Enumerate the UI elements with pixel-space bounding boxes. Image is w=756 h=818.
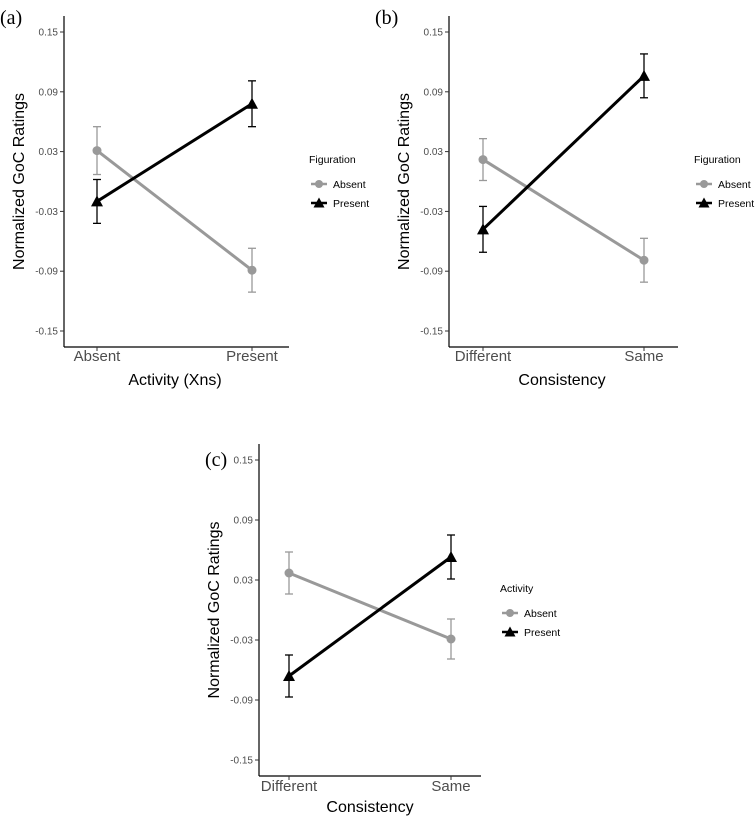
chart-panel-b: (b) 0.15 0.09 0.03 -0.03 -0.09 -0.15 Different S… — [375, 7, 754, 389]
legend-title: Figuration — [309, 154, 356, 166]
y-tick-label: -0.15 — [420, 327, 443, 338]
series-line — [288, 555, 452, 678]
y-tick-label: 0.15 — [39, 28, 59, 39]
y-tick-label: 0.09 — [234, 516, 254, 527]
x-tick-label: Absent — [74, 348, 122, 365]
series-present — [283, 534, 457, 698]
panel-label: (a) — [0, 7, 22, 29]
y-tick-label: 0.15 — [234, 456, 254, 467]
series-absent — [284, 551, 456, 660]
data-point — [478, 155, 488, 165]
y-tick-label: 0.09 — [39, 87, 59, 98]
legend-item-label: Absent — [718, 179, 751, 191]
y-tick-label: -0.15 — [35, 327, 58, 338]
legend-key-marker — [698, 197, 710, 208]
data-point — [284, 568, 294, 578]
x-axis-title: Consistency — [518, 372, 605, 389]
panel-label: (c) — [205, 449, 227, 471]
data-point — [91, 195, 103, 207]
legend-key-marker — [504, 626, 516, 637]
series-absent — [478, 137, 649, 283]
data-point — [246, 97, 258, 109]
series-line — [96, 149, 253, 272]
y-tick-label: 0.15 — [424, 28, 444, 39]
legend: Activity Absent Present — [500, 583, 560, 639]
legend-key-marker — [700, 180, 708, 188]
data-point — [477, 223, 489, 235]
legend-key-marker — [506, 609, 514, 617]
legend-key-marker — [315, 180, 323, 188]
legend-item-label: Absent — [524, 608, 557, 620]
data-point — [639, 255, 649, 265]
y-tick-label: -0.15 — [230, 756, 253, 767]
data-point — [638, 69, 650, 81]
x-axis-title: Activity (Xns) — [128, 372, 221, 389]
series-line — [288, 571, 452, 641]
y-tick-label: -0.03 — [230, 636, 253, 647]
legend-key-marker — [313, 197, 325, 208]
y-tick-label: -0.09 — [35, 267, 58, 278]
x-tick-label: Different — [261, 778, 318, 795]
data-point — [446, 634, 456, 644]
data-point — [92, 146, 102, 156]
y-tick-label: 0.03 — [424, 147, 444, 158]
x-tick-label: Same — [431, 778, 470, 795]
series-absent — [92, 126, 257, 293]
series-line — [482, 158, 645, 262]
y-axis-title: Normalized GoC Ratings — [11, 93, 28, 270]
series-present — [91, 80, 258, 225]
x-tick-label: Different — [455, 348, 512, 365]
legend-item-label: Present — [333, 198, 369, 210]
y-tick-label: -0.03 — [35, 207, 58, 218]
chart-panel-c: (c) 0.15 0.09 0.03 -0.03 -0.09 -0.15 Different S… — [205, 444, 560, 816]
series-line — [481, 74, 646, 231]
legend-item-label: Present — [718, 198, 754, 210]
legend-item-label: Present — [524, 627, 560, 639]
series-line — [96, 102, 253, 203]
y-axis-title: Normalized GoC Ratings — [396, 93, 413, 270]
x-axis-title: Consistency — [326, 799, 413, 816]
y-tick-label: -0.03 — [420, 207, 443, 218]
y-tick-label: 0.09 — [424, 87, 444, 98]
chart-panel-a: (a) 0.15 0.09 0.03 -0.03 -0.09 -0.15 Absent Pres… — [0, 7, 369, 389]
y-tick-label: -0.09 — [420, 267, 443, 278]
legend-item-label: Absent — [333, 179, 366, 191]
data-point — [445, 551, 457, 562]
x-tick-label: Present — [226, 348, 279, 365]
y-axis-title: Normalized GoC Ratings — [206, 522, 223, 699]
data-point — [247, 265, 257, 275]
legend: Figuration Absent Present — [694, 154, 754, 210]
legend-title: Activity — [500, 583, 534, 595]
panel-label: (b) — [375, 7, 398, 29]
x-tick-label: Same — [624, 348, 663, 365]
series-present — [477, 53, 650, 253]
y-tick-label: -0.09 — [230, 696, 253, 707]
legend-title: Figuration — [694, 154, 741, 166]
y-tick-label: 0.03 — [234, 576, 254, 587]
legend: Figuration Absent Present — [309, 154, 369, 210]
y-tick-label: 0.03 — [39, 147, 59, 158]
data-point — [283, 670, 295, 681]
